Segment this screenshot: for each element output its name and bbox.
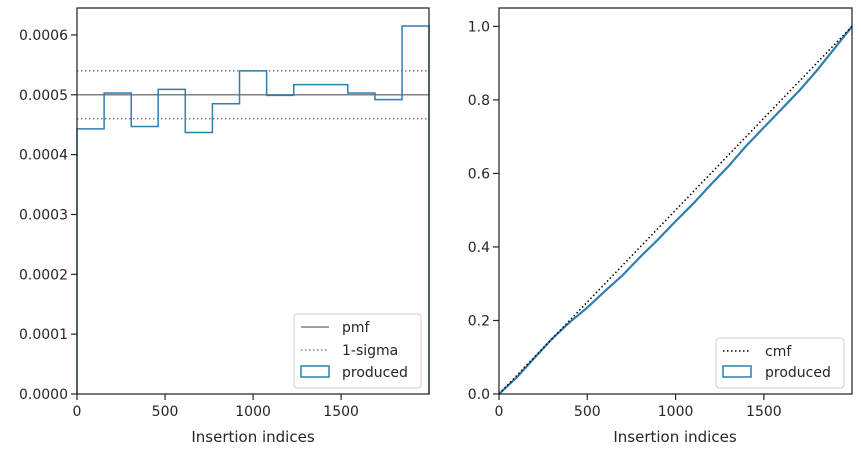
legend-produced-swatch-right — [722, 365, 752, 378]
right-y-ticks: 0.0 0.2 0.4 0.6 0.8 1.0 — [468, 19, 499, 403]
legend-sigma-label: 1-sigma — [342, 343, 398, 359]
right-chart: 0.0 0.2 0.4 0.6 0.8 1.0 0 500 1000 1500 Insertio… — [468, 7, 853, 446]
y-tick-label: 0.0006 — [19, 28, 68, 44]
y-tick-label: 0.4 — [468, 240, 490, 256]
x-tick-label: 500 — [574, 404, 601, 420]
y-tick-label: 0.0005 — [19, 88, 68, 104]
right-legend: cmf produced — [715, 337, 845, 389]
y-tick-label: 0.0 — [468, 387, 490, 403]
y-tick-label: 0.0001 — [19, 327, 68, 343]
right-plot-area — [499, 8, 852, 394]
y-tick-label: 0.0003 — [19, 207, 68, 223]
legend-produced-swatch — [300, 365, 330, 378]
y-tick-label: 0.2 — [468, 313, 490, 329]
x-tick-label: 1000 — [658, 404, 694, 420]
left-chart: 0.0000 0.0001 0.0002 0.0003 0.0004 0.0005 0.00… — [19, 7, 430, 446]
legend-produced-label: produced — [342, 365, 408, 381]
x-tick-label: 0 — [73, 404, 82, 420]
y-tick-label: 0.0002 — [19, 267, 68, 283]
legend-cmf-label: cmf — [765, 344, 792, 360]
x-tick-label: 1000 — [235, 404, 271, 420]
left-y-ticks: 0.0000 0.0001 0.0002 0.0003 0.0004 0.0005 0.00… — [19, 28, 77, 403]
left-legend-box — [293, 313, 422, 389]
left-legend: pmf 1-sigma produced — [293, 313, 422, 389]
y-tick-label: 0.8 — [468, 93, 490, 109]
left-x-axis-label: Insertion indices — [191, 428, 314, 446]
y-tick-label: 0.0004 — [19, 148, 68, 164]
legend-produced-label-right: produced — [765, 365, 831, 381]
right-x-ticks: 0 500 1000 1500 — [495, 394, 782, 420]
x-tick-label: 0 — [495, 404, 504, 420]
left-marks — [76, 25, 430, 394]
y-tick-label: 0.6 — [468, 166, 490, 182]
y-tick-label: 0.0000 — [19, 387, 68, 403]
x-tick-label: 500 — [152, 404, 179, 420]
x-tick-label: 1500 — [746, 404, 782, 420]
left-frame — [76, 7, 430, 395]
cmf-line — [498, 25, 853, 395]
right-x-axis-label: Insertion indices — [613, 428, 736, 446]
legend-pmf-label: pmf — [342, 320, 371, 336]
left-x-ticks: 0 500 1000 1500 — [73, 394, 359, 420]
produced-histogram-step — [76, 25, 430, 394]
right-frame — [498, 7, 853, 395]
y-tick-label: 1.0 — [468, 19, 490, 35]
x-tick-label: 1500 — [323, 404, 359, 420]
right-marks — [498, 25, 853, 395]
